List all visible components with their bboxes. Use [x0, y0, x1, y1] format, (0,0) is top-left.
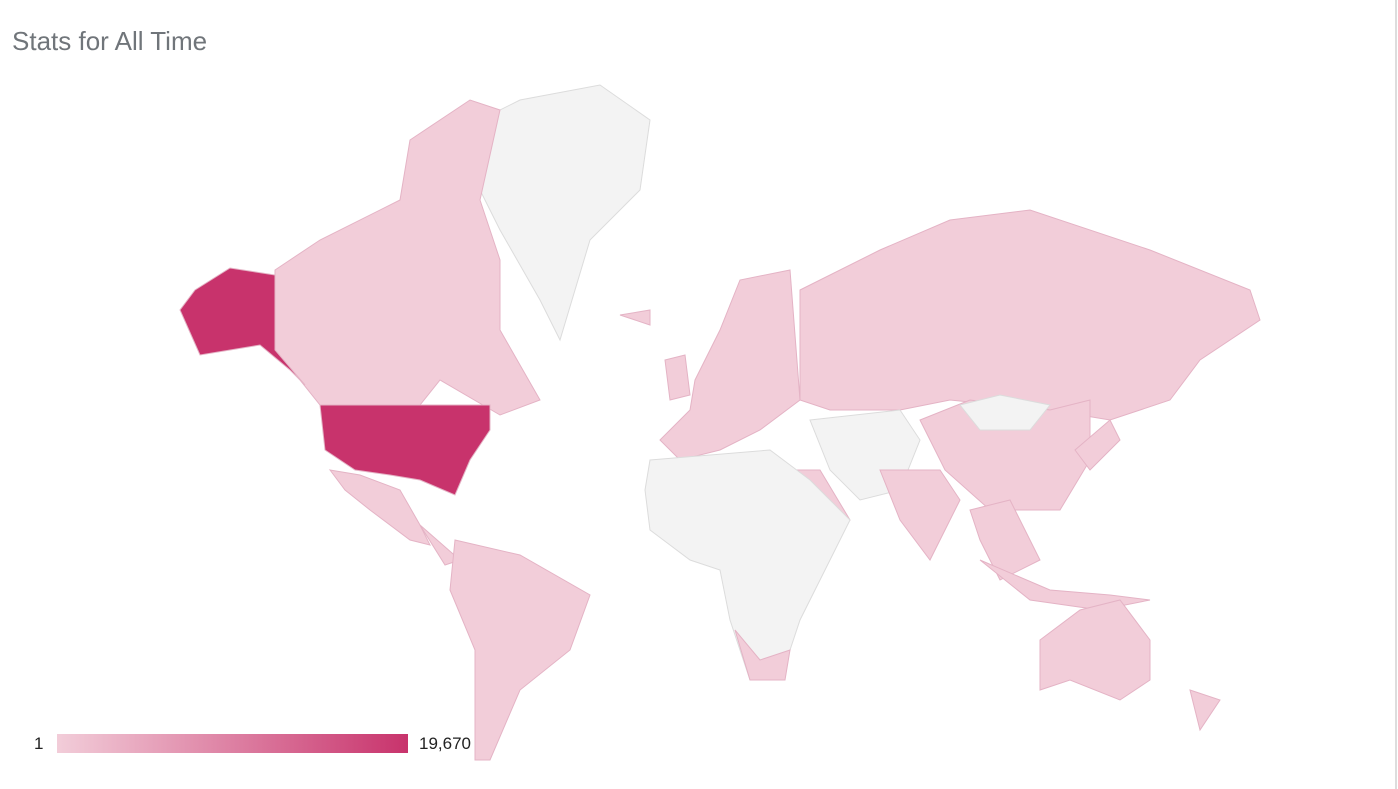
region-russia[interactable] — [799, 209, 1261, 421]
region-europe[interactable] — [659, 269, 801, 461]
legend-gradient-bar — [57, 734, 408, 753]
page-title: Stats for All Time — [12, 26, 208, 56]
region-new-zealand[interactable] — [1189, 689, 1221, 732]
region-mexico[interactable] — [328, 469, 431, 546]
legend-min: 1 — [34, 734, 44, 753]
region-iceland[interactable] — [619, 309, 651, 326]
region-alaska[interactable] — [179, 267, 306, 386]
region-united-states[interactable] — [319, 404, 491, 496]
region-south-america[interactable] — [449, 539, 591, 761]
region-southeast-asia[interactable] — [969, 499, 1041, 581]
region-united-kingdom[interactable] — [664, 354, 691, 401]
color-legend: 1 19,670 — [0, 732, 520, 754]
region-indonesia[interactable] — [979, 559, 1151, 611]
region-india[interactable] — [879, 469, 961, 561]
region-canada[interactable] — [274, 99, 541, 416]
region-mongolia[interactable] — [959, 394, 1051, 431]
region-greenland[interactable] — [474, 84, 651, 342]
legend-max: 19,670 — [419, 734, 471, 753]
region-japan[interactable] — [1074, 419, 1121, 471]
region-australia[interactable] — [1039, 599, 1151, 701]
region-southern-africa[interactable] — [734, 629, 791, 681]
